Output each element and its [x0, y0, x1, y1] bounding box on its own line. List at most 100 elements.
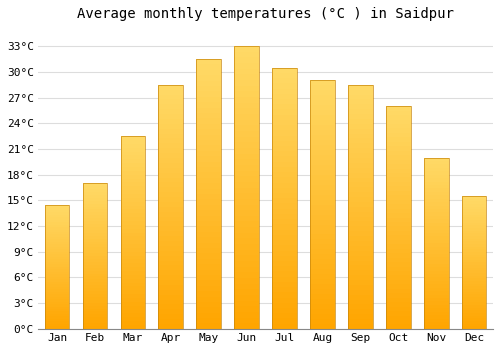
Bar [82, 276, 108, 279]
Bar [310, 80, 335, 85]
Bar [120, 159, 145, 163]
Bar [82, 189, 108, 192]
Bar [120, 287, 145, 290]
Bar [120, 290, 145, 294]
Bar [82, 239, 108, 241]
Bar [44, 227, 70, 230]
Bar [348, 134, 372, 139]
Bar [272, 89, 297, 94]
Bar [234, 272, 259, 278]
Bar [120, 321, 145, 325]
Bar [386, 235, 410, 240]
Bar [424, 226, 448, 230]
Bar [44, 207, 70, 210]
Bar [348, 119, 372, 124]
Bar [234, 188, 259, 193]
Bar [424, 312, 448, 315]
Bar [234, 63, 259, 69]
Bar [234, 267, 259, 272]
Bar [462, 262, 486, 265]
Bar [196, 140, 221, 145]
Bar [462, 297, 486, 300]
Bar [386, 209, 410, 213]
Bar [158, 270, 183, 275]
Bar [196, 70, 221, 75]
Bar [44, 259, 70, 262]
Bar [82, 288, 108, 291]
Bar [462, 252, 486, 254]
Bar [44, 314, 70, 316]
Bar [196, 59, 221, 64]
Bar [348, 285, 372, 290]
Bar [310, 100, 335, 105]
Bar [272, 68, 297, 73]
Bar [272, 110, 297, 115]
Bar [348, 314, 372, 319]
Bar [82, 215, 108, 218]
Bar [424, 223, 448, 226]
Bar [158, 104, 183, 109]
Bar [424, 168, 448, 171]
Bar [120, 279, 145, 283]
Bar [310, 85, 335, 90]
Bar [272, 94, 297, 99]
Bar [196, 151, 221, 156]
Bar [82, 209, 108, 212]
Bar [424, 188, 448, 192]
Bar [424, 185, 448, 188]
Bar [120, 136, 145, 140]
Bar [120, 194, 145, 198]
Bar [310, 145, 335, 150]
Bar [120, 240, 145, 244]
Bar [272, 209, 297, 214]
Bar [196, 307, 221, 313]
Bar [82, 314, 108, 317]
Bar [310, 80, 335, 329]
Bar [234, 317, 259, 323]
Bar [120, 229, 145, 232]
Bar [234, 233, 259, 238]
Bar [158, 256, 183, 260]
Bar [196, 259, 221, 264]
Bar [386, 289, 410, 293]
Bar [424, 267, 448, 271]
Bar [310, 115, 335, 120]
Bar [272, 68, 297, 329]
Bar [348, 246, 372, 251]
Bar [234, 108, 259, 114]
Bar [120, 252, 145, 255]
Bar [424, 284, 448, 288]
Bar [462, 228, 486, 231]
Bar [462, 239, 486, 241]
Bar [348, 85, 372, 90]
Bar [310, 215, 335, 219]
Bar [82, 256, 108, 259]
Bar [196, 248, 221, 253]
Bar [234, 69, 259, 75]
Bar [348, 212, 372, 217]
Bar [44, 274, 70, 277]
Bar [44, 279, 70, 282]
Bar [424, 212, 448, 216]
Bar [120, 198, 145, 202]
Bar [120, 267, 145, 271]
Bar [158, 148, 183, 153]
Bar [424, 240, 448, 243]
Bar [310, 125, 335, 130]
Bar [386, 155, 410, 160]
Bar [462, 273, 486, 276]
Bar [462, 233, 486, 236]
Bar [82, 253, 108, 256]
Bar [234, 131, 259, 136]
Bar [348, 104, 372, 109]
Bar [424, 195, 448, 199]
Bar [120, 256, 145, 259]
Bar [82, 262, 108, 265]
Bar [424, 295, 448, 298]
Bar [158, 173, 183, 177]
Bar [272, 251, 297, 256]
Bar [310, 289, 335, 294]
Bar [234, 120, 259, 125]
Bar [158, 85, 183, 90]
Bar [310, 250, 335, 254]
